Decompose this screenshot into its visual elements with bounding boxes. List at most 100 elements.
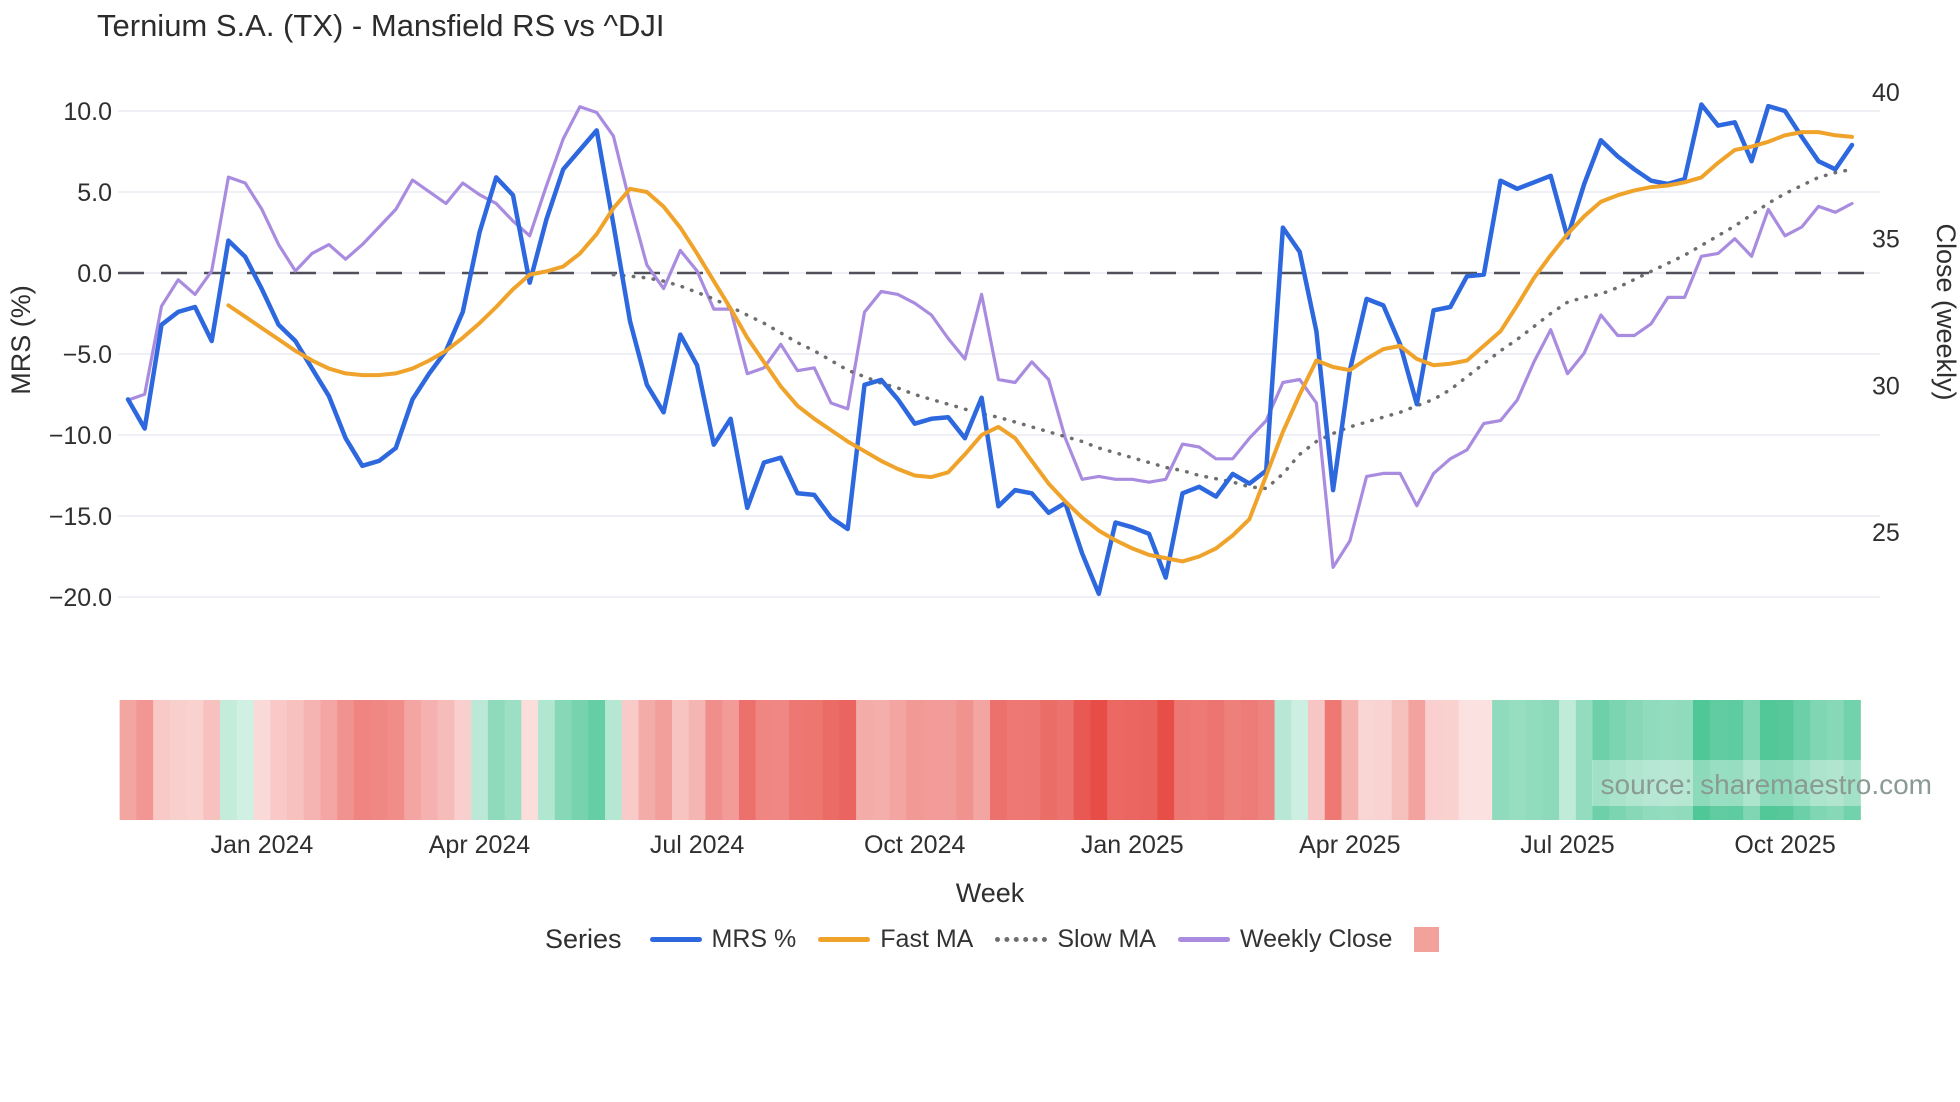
strip-cell bbox=[671, 700, 690, 820]
strip-cell bbox=[203, 700, 221, 820]
x-axis-tick-label: Jan 2024 bbox=[210, 831, 313, 859]
strip-cell bbox=[220, 700, 238, 820]
strip-cell bbox=[588, 700, 606, 820]
strip-cell bbox=[1709, 700, 1727, 820]
strip-cell bbox=[638, 700, 656, 820]
x-axis-tick-labels: Jan 2024 Apr 2024 Jul 2024 Oct 2024 Jan 2025… bbox=[210, 831, 1835, 859]
strip-cell bbox=[521, 700, 539, 820]
strip-cell bbox=[1642, 700, 1661, 820]
strip-cell bbox=[939, 700, 958, 820]
strip-cell bbox=[1676, 700, 1694, 820]
left-axis-title: MRS (%) bbox=[6, 285, 36, 395]
strip-cell bbox=[906, 700, 924, 820]
strip-cell bbox=[1559, 700, 1577, 820]
strip-cell bbox=[1140, 700, 1158, 820]
strip-cell bbox=[923, 700, 941, 820]
right-axis-tick-label: 25 bbox=[1872, 519, 1900, 547]
strip-cell bbox=[1308, 700, 1326, 820]
legend-item-fast-ma: Fast MA bbox=[818, 925, 973, 954]
series-line-fast-ma bbox=[226, 130, 1854, 564]
strip-cell bbox=[1174, 700, 1192, 820]
strip-cell bbox=[789, 700, 807, 820]
strip-cell bbox=[889, 700, 907, 820]
watermark: source: sharemaestro.com bbox=[1592, 760, 1932, 806]
legend-label: Weekly Close bbox=[1239, 925, 1393, 953]
strip-cell bbox=[1123, 700, 1142, 820]
strip-cell bbox=[688, 700, 706, 820]
left-axis-tick-labels: 10.0 5.0 0.0 −5.0 −10.0 −15.0 −20.0 bbox=[49, 98, 112, 612]
legend-label: MRS % bbox=[711, 925, 797, 953]
x-axis-tick-label: Jul 2025 bbox=[1520, 831, 1615, 859]
strip-cell bbox=[1291, 700, 1309, 820]
strip-cell bbox=[471, 700, 489, 820]
strip-cell bbox=[1040, 700, 1058, 820]
strip-cell bbox=[504, 700, 522, 820]
strip-cell bbox=[1358, 700, 1376, 820]
strip-cell bbox=[1324, 700, 1342, 820]
left-axis-tick-label: −20.0 bbox=[49, 584, 112, 612]
strip-cell bbox=[571, 700, 589, 820]
strip-cell bbox=[738, 700, 757, 820]
strip-cell bbox=[1408, 700, 1426, 820]
right-axis-tick-label: 30 bbox=[1872, 372, 1900, 400]
strip-cell bbox=[487, 700, 506, 820]
strip-cell bbox=[136, 700, 154, 820]
strip-cell bbox=[1826, 700, 1845, 820]
strip-cell bbox=[655, 700, 673, 820]
legend-swatch-line bbox=[818, 937, 871, 942]
strip-cell bbox=[1391, 700, 1409, 820]
strip-cell bbox=[253, 700, 271, 820]
strip-cell bbox=[1692, 700, 1711, 820]
strip-cell bbox=[856, 700, 874, 820]
left-axis-tick-label: −5.0 bbox=[63, 341, 112, 369]
strip-cell bbox=[387, 700, 405, 820]
strip-cell bbox=[1609, 700, 1627, 820]
strip-cell bbox=[1759, 700, 1778, 820]
strip-cell bbox=[1776, 700, 1794, 820]
strip-cell bbox=[1793, 700, 1811, 820]
strip-cell bbox=[705, 700, 723, 820]
strip-cell bbox=[1508, 700, 1527, 820]
right-axis-tick-labels: 40 35 30 25 bbox=[1872, 79, 1900, 547]
strip-cell bbox=[1592, 700, 1610, 820]
strip-cell bbox=[1274, 700, 1292, 820]
strip-cell bbox=[1458, 700, 1476, 820]
left-axis-tick-label: −10.0 bbox=[49, 422, 112, 450]
strip-cell bbox=[755, 700, 773, 820]
x-axis-title: Week bbox=[956, 878, 1025, 908]
strip-cell bbox=[990, 700, 1008, 820]
strip-cell bbox=[420, 700, 439, 820]
strip-cell bbox=[1241, 700, 1259, 820]
left-axis-tick-label: −15.0 bbox=[49, 503, 112, 531]
strip-cell bbox=[1341, 700, 1359, 820]
strip-cell bbox=[1207, 700, 1225, 820]
legend-swatch-dotted-line bbox=[995, 937, 1048, 942]
strip-cell bbox=[1525, 700, 1543, 820]
legend-heatmap-swatch bbox=[1414, 927, 1440, 952]
watermark-background bbox=[1592, 760, 1912, 806]
strip-cell bbox=[1475, 700, 1493, 820]
strip-cell bbox=[605, 700, 623, 820]
legend-item-weekly-close: Weekly Close bbox=[1177, 925, 1393, 954]
strip-cell bbox=[621, 700, 640, 820]
strip-cell bbox=[270, 700, 288, 820]
strip-cell bbox=[320, 700, 338, 820]
strip-cell bbox=[370, 700, 388, 820]
x-axis-tick-label: Jul 2024 bbox=[650, 831, 745, 859]
strip-cell bbox=[554, 700, 573, 820]
strip-cell bbox=[1441, 700, 1460, 820]
strip-cell bbox=[872, 700, 891, 820]
right-axis-tick-label: 40 bbox=[1872, 79, 1900, 107]
strip-cell bbox=[186, 700, 204, 820]
strip-cell bbox=[772, 700, 790, 820]
x-axis-tick-label: Apr 2024 bbox=[429, 831, 531, 859]
strip-cell bbox=[169, 700, 188, 820]
strip-cell bbox=[973, 700, 991, 820]
strip-cell bbox=[1659, 700, 1677, 820]
x-axis-tick-label: Oct 2025 bbox=[1734, 831, 1835, 859]
page-title: Ternium S.A. (TX) - Mansfield RS vs ^DJI bbox=[97, 8, 665, 43]
strip-cell bbox=[1374, 700, 1393, 820]
